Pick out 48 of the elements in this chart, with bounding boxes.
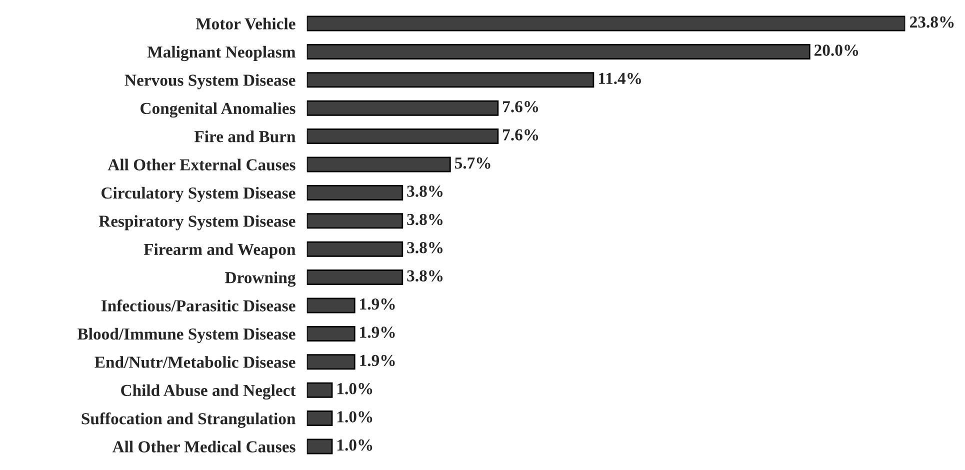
bar xyxy=(306,213,404,229)
y-tick-label: Circulatory System Disease xyxy=(102,186,296,202)
y-tick-label: Child Abuse and Neglect xyxy=(121,384,296,400)
y-tick-label: Firearm and Weapon xyxy=(144,243,296,258)
y-tick-label: Congenital Anomalies xyxy=(140,102,296,118)
data-label: 1.0% xyxy=(338,411,372,423)
data-label: 1.0% xyxy=(338,439,372,451)
data-label: 7.6% xyxy=(503,129,538,141)
y-tick-label: Respiratory System Disease xyxy=(98,215,296,230)
y-tick-label: Malignant Neoplasm xyxy=(147,46,296,62)
data-label: 1.9% xyxy=(360,326,395,338)
data-label: 3.8% xyxy=(407,214,442,226)
y-tick-label: Nervous System Disease xyxy=(124,74,296,90)
bar xyxy=(306,298,356,314)
bar xyxy=(306,16,906,32)
bar xyxy=(306,184,404,200)
bar xyxy=(306,128,499,144)
bar xyxy=(306,410,333,426)
bar xyxy=(306,326,356,342)
y-tick-label: Blood/Immune System Disease xyxy=(78,328,296,344)
data-label: 23.8% xyxy=(910,16,954,28)
data-label: 20.0% xyxy=(814,44,858,56)
data-label: 3.8% xyxy=(407,270,442,282)
bar xyxy=(306,382,333,398)
data-label: 1.9% xyxy=(360,354,395,366)
data-label: 1.0% xyxy=(338,383,372,394)
bar xyxy=(306,156,451,172)
y-tick-label: All Other Medical Causes xyxy=(112,440,296,452)
data-label: 1.9% xyxy=(360,298,395,310)
data-label: 5.7% xyxy=(454,157,490,169)
data-label: 11.4% xyxy=(598,72,641,84)
y-tick-label: Motor Vehicle xyxy=(196,18,296,30)
y-tick-label: End/Nutr/Metabolic Disease xyxy=(94,356,296,368)
y-tick-label: Drowning xyxy=(225,272,296,287)
y-tick-label: Suffocation and Strangulation xyxy=(82,412,296,428)
y-tick-label: Infectious/Parasitic Disease xyxy=(101,300,296,312)
data-label: 7.6% xyxy=(503,101,538,112)
bar xyxy=(306,72,594,88)
bar xyxy=(306,100,499,116)
bar xyxy=(306,44,810,60)
bar xyxy=(306,241,404,257)
bar xyxy=(306,270,404,286)
y-tick-label: All Other External Causes xyxy=(108,158,296,170)
data-label: 3.8% xyxy=(407,186,442,197)
y-tick-label: Fire and Burn xyxy=(194,130,296,142)
bar xyxy=(306,354,356,370)
bar xyxy=(306,438,333,454)
data-label: 3.8% xyxy=(407,242,442,254)
